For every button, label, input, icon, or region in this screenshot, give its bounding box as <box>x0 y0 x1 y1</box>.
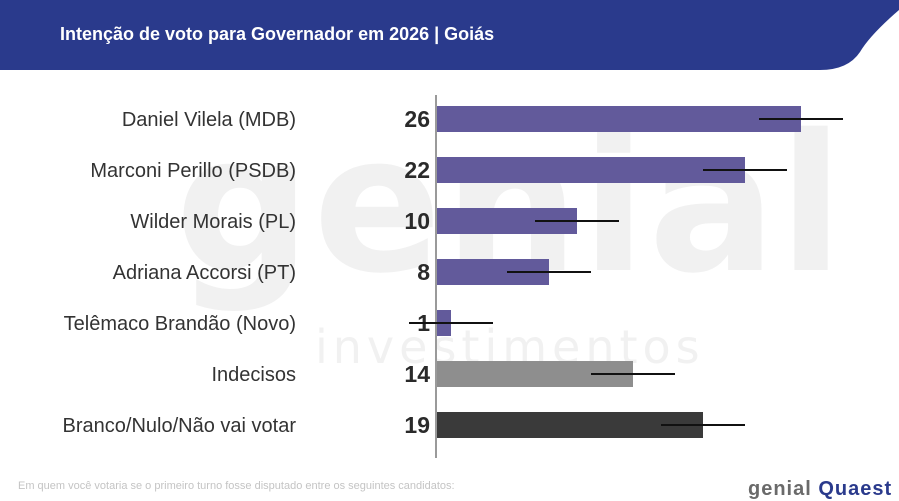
bar <box>437 157 745 183</box>
category-label: Wilder Morais (PL) <box>130 211 296 233</box>
value-label: 8 <box>417 259 430 285</box>
value-label: 22 <box>404 157 430 183</box>
chart-title: Intenção de voto para Governador em 2026… <box>60 24 495 44</box>
value-label: 14 <box>404 361 430 387</box>
bar <box>437 106 801 132</box>
footnote: Em quem você votaria se o primeiro turno… <box>18 480 455 492</box>
value-label: 19 <box>404 412 430 438</box>
category-label: Telêmaco Brandão (Novo) <box>64 313 296 335</box>
bar-chart: Daniel Vilela (MDB) 26 Marconi Perillo (PS… <box>63 95 843 458</box>
value-label: 10 <box>404 208 430 234</box>
category-label: Branco/Nulo/Não vai votar <box>63 415 297 437</box>
category-label: Daniel Vilela (MDB) <box>122 109 296 131</box>
bar <box>437 412 703 438</box>
category-label: Indecisos <box>212 364 297 386</box>
header-background <box>0 0 899 70</box>
category-label: Marconi Perillo (PSDB) <box>90 160 296 182</box>
value-label: 26 <box>404 106 430 132</box>
brand-logo-part1: genial <box>748 478 812 500</box>
header-banner <box>0 0 899 70</box>
category-label: Adriana Accorsi (PT) <box>113 262 296 284</box>
brand-logo-part2: Quaest <box>818 478 893 500</box>
